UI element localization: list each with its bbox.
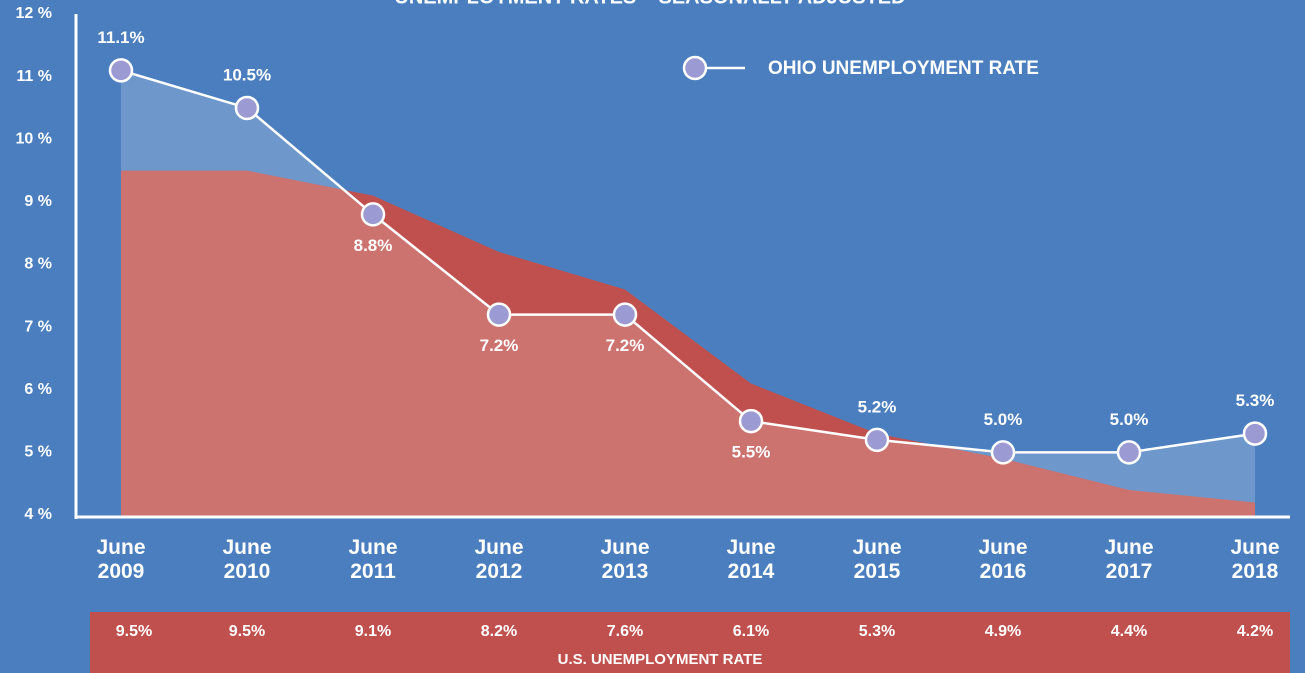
chart-title: UNEMPLOYMENT RATES – SEASONALLY ADJUSTED	[394, 0, 905, 8]
y-tick-label: 9 %	[24, 193, 52, 210]
x-tick-label: June 2009	[96, 536, 146, 583]
ohio-point	[108, 58, 134, 83]
x-tick-label: June 2010	[222, 536, 272, 583]
us-band	[90, 612, 1290, 673]
ohio-point	[990, 440, 1016, 465]
us-value-label: 4.2%	[1237, 623, 1273, 640]
ohio-value-label: 11.1%	[97, 28, 144, 47]
x-tick-label: June 2015	[852, 536, 902, 583]
ohio-area	[121, 70, 1255, 518]
x-tick-label: June 2017	[1104, 536, 1154, 583]
y-tick-label: 5 %	[24, 444, 52, 461]
y-tick-label: 4 %	[24, 506, 52, 523]
us-value-label: 4.9%	[985, 623, 1021, 640]
us-area	[121, 170, 1255, 517]
x-tick-label: June 2014	[726, 536, 776, 583]
ohio-point	[360, 202, 386, 227]
ohio-value-label: 7.2%	[480, 336, 519, 355]
us-value-label: 4.4%	[1111, 623, 1147, 640]
ohio-value-label: 5.2%	[858, 397, 897, 416]
ohio-value-label: 10.5%	[223, 65, 271, 84]
x-tick-label: June 2011	[348, 536, 398, 583]
y-tick-label: 12 %	[16, 5, 52, 22]
y-tick-label: 11 %	[16, 68, 52, 85]
ohio-point	[1116, 440, 1142, 465]
ohio-value-label: 7.2%	[606, 336, 645, 355]
us-value-label: 9.5%	[116, 623, 152, 640]
y-tick-label: 8 %	[24, 256, 52, 273]
x-tick-label: June 2012	[474, 536, 524, 583]
ohio-point	[864, 427, 890, 453]
us-value-label: 7.6%	[607, 623, 643, 640]
y-tick-label: 7 %	[24, 318, 52, 335]
ohio-point	[486, 302, 512, 327]
ohio-value-label: 5.5%	[732, 443, 771, 462]
x-tick-label: June 2016	[978, 536, 1028, 583]
us-value-label: 9.1%	[355, 623, 391, 640]
us-legend-label: U.S. UNEMPLOYMENT RATE	[558, 651, 763, 668]
y-tick-label: 6 %	[24, 381, 52, 398]
ohio-value-label: 5.3%	[1236, 391, 1275, 410]
us-value-label: 5.3%	[859, 623, 895, 640]
us-value-label: 9.5%	[229, 623, 265, 640]
ohio-point	[234, 95, 260, 121]
x-tick-label: June 2018	[1230, 536, 1280, 583]
us-value-label: 8.2%	[481, 623, 517, 640]
ohio-point	[612, 302, 638, 327]
ohio-value-label: 5.0%	[984, 410, 1023, 429]
ohio-value-label: 8.8%	[354, 236, 393, 255]
legend-label: OHIO UNEMPLOYMENT RATE	[768, 58, 1039, 79]
ohio-value-label: 5.0%	[1110, 410, 1149, 429]
us-value-label: 6.1%	[733, 623, 769, 640]
ohio-line	[120, 69, 1256, 454]
legend-marker	[682, 55, 708, 81]
ohio-point	[1242, 421, 1268, 446]
y-tick-label: 10 %	[16, 130, 52, 147]
ohio-point	[738, 408, 764, 434]
x-tick-label: June 2013	[600, 536, 650, 583]
